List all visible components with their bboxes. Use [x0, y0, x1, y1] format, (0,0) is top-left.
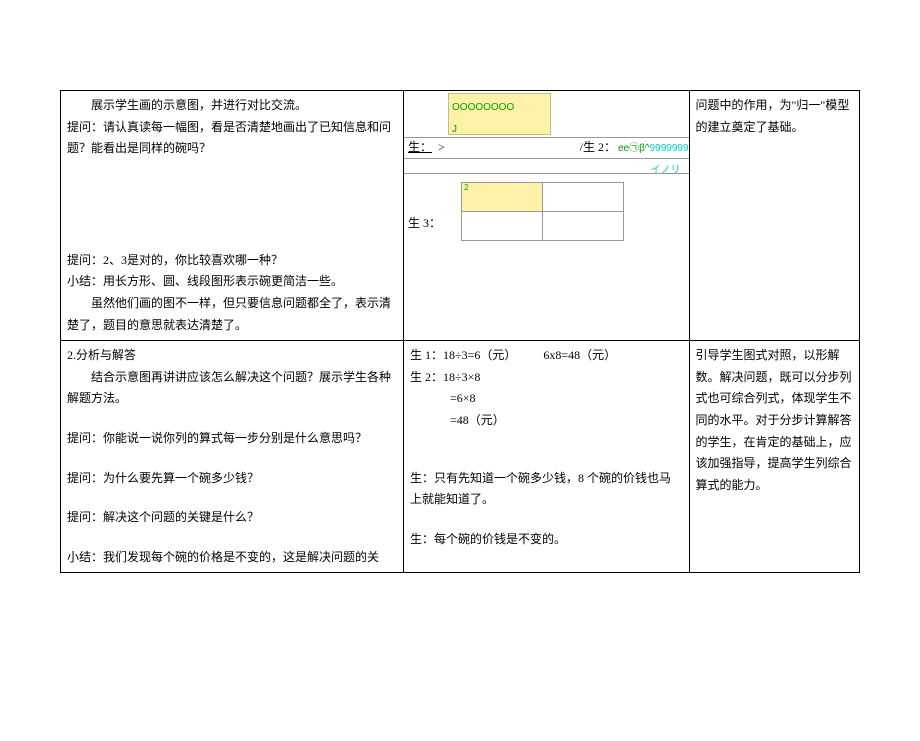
grid-cell: 2 — [462, 183, 543, 212]
grid-cell — [543, 212, 624, 241]
text-line: =6×8 — [450, 388, 683, 410]
text-line: 提问：为什么要先算一个碗多少钱？ — [67, 468, 397, 490]
text-line: 结合示意图再讲讲应该怎么解决这个问题？展示学生各种解题方法。 — [67, 367, 397, 410]
student-label: 生： — [408, 137, 432, 159]
text-line: 生：只有先知道一个碗多少钱，8 个碗的价钱也马上就能知道了。 — [410, 468, 683, 511]
arrow-icon: > — [438, 137, 445, 159]
text-line: 展示学生画的示意图，并进行对比交流。 — [67, 95, 397, 117]
text-line: 虽然他们画的图不一样，但只要信息问题都全了，表示清楚了，题目的意思就表达清楚了。 — [67, 293, 397, 336]
text-line: 提问：请认真读每一幅图，看是否清楚地画出了已知信息和问题？能看出是同样的碗吗？ — [67, 117, 397, 160]
text-line: 引导学生图式对照，以形解数。解决问题，既可以分步列式也可综合列式，体现学生不同的… — [696, 345, 853, 496]
text-line: =48（元） — [450, 410, 683, 432]
student-3-label: 生 3： — [408, 213, 441, 235]
decor-text-2: イノリ — [651, 165, 681, 176]
student-2-label: /生 2： — [580, 137, 616, 159]
text-line: 生 1：18÷3=6（元） 6x8=48（元） — [410, 345, 683, 367]
cell-r2-left: 2.分析与解答 结合示意图再讲讲应该怎么解决这个问题？展示学生各种解题方法。 提… — [61, 341, 404, 573]
cell-r1-left: 展示学生画的示意图，并进行对比交流。 提问：请认真读每一幅图，看是否清楚地画出了… — [61, 91, 404, 341]
decor-text: ee㉠β^ — [618, 143, 650, 154]
diagram-text-j: J — [452, 124, 457, 135]
text-line: 提问：解决这个问题的关键是什么？ — [67, 507, 397, 529]
diagram-box-1: OOOOOOOO J — [448, 93, 551, 135]
cell-r1-mid: OOOOOOOO J 生： > /生 2： ee㉠β^9999999 — [404, 91, 690, 341]
grid-cell — [543, 183, 624, 212]
decor-nines: 9999999 — [650, 143, 689, 154]
diagram-grid: 2 — [461, 182, 624, 241]
diagram-area: OOOOOOOO J 生： > /生 2： ee㉠β^9999999 — [404, 91, 689, 245]
text-line: 2.分析与解答 — [67, 345, 397, 367]
lesson-table: 展示学生画的示意图，并进行对比交流。 提问：请认真读每一幅图，看是否清楚地画出了… — [60, 90, 860, 573]
text-line: 生 2：18÷3×8 — [410, 367, 683, 389]
text-line: 提问：2、3是对的，你比较喜欢哪一种？ — [67, 250, 397, 272]
cell-r1-right: 问题中的作用，为"归一"模型的建立奠定了基础。 — [689, 91, 859, 341]
diagram-text-ooo: OOOOOOOO — [452, 102, 514, 113]
page: 展示学生画的示意图，并进行对比交流。 提问：请认真读每一幅图，看是否清楚地画出了… — [0, 90, 920, 741]
text-line: 小结：用长方形、圆、线段图形表示碗更简洁一些。 — [67, 271, 397, 293]
text-line: 问题中的作用，为"归一"模型的建立奠定了基础。 — [696, 95, 853, 138]
grid-cell — [462, 212, 543, 241]
text-line: 生：每个碗的价钱是不变的。 — [410, 529, 683, 551]
text-line: 小结：我们发现每个碗的价格是不变的，这是解决问题的关 — [67, 547, 397, 569]
text-line: 提问：你能说一说你列的算式每一步分别是什么意思吗？ — [67, 428, 397, 450]
table-row: 展示学生画的示意图，并进行对比交流。 提问：请认真读每一幅图，看是否清楚地画出了… — [61, 91, 860, 341]
table-row: 2.分析与解答 结合示意图再讲讲应该怎么解决这个问题？展示学生各种解题方法。 提… — [61, 341, 860, 573]
cell-r2-right: 引导学生图式对照，以形解数。解决问题，既可以分步列式也可综合列式，体现学生不同的… — [689, 341, 859, 573]
cell-r2-mid: 生 1：18÷3=6（元） 6x8=48（元） 生 2：18÷3×8 =6×8 … — [404, 341, 690, 573]
